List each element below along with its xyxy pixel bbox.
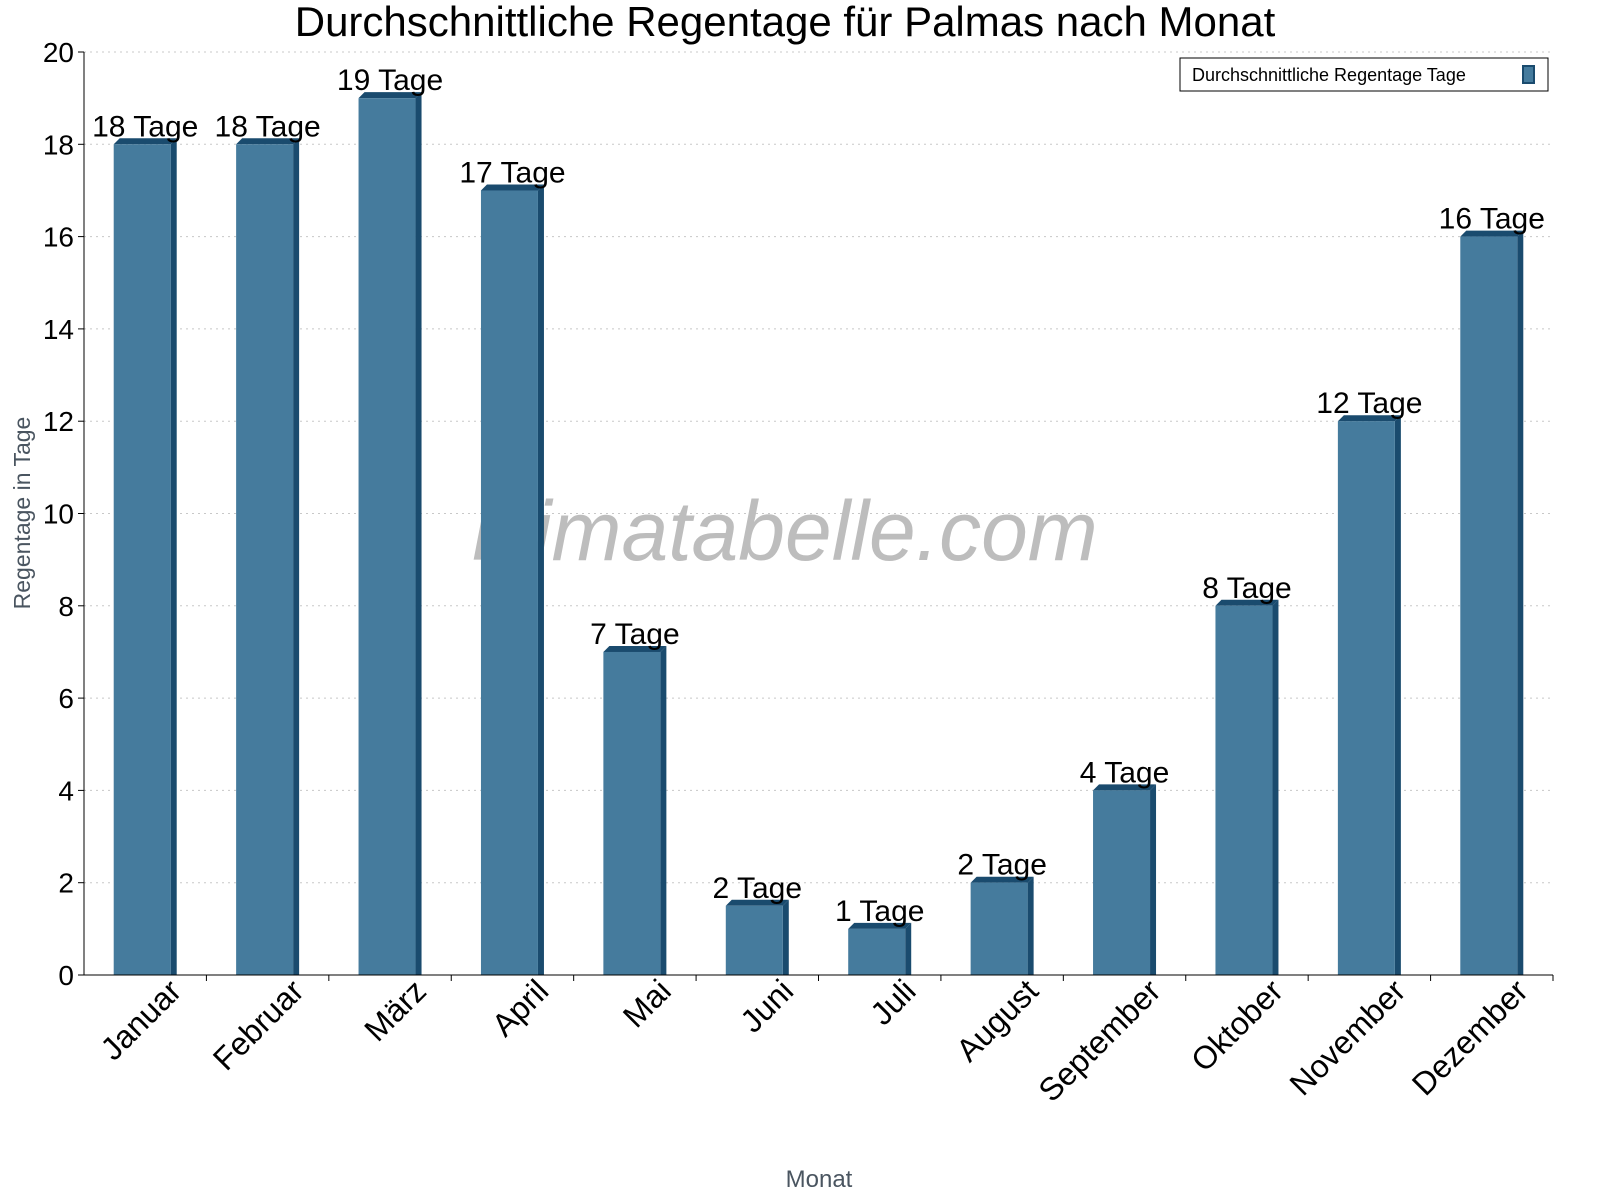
bar-top: [1460, 230, 1524, 237]
bar-side: [170, 138, 177, 976]
x-tick-label: September: [1031, 972, 1167, 1108]
bars: 18 Tage 18 Tage 19 Tage 17 Tage 7 Tage 2 Tage…: [92, 64, 1545, 976]
bar-top: [480, 184, 544, 191]
y-axis-label: Regentage in Tage: [9, 417, 35, 610]
chart-title: Durchschnittliche Regentage für Palmas n…: [295, 0, 1276, 45]
bar-side: [537, 184, 544, 975]
grid-lines: [84, 51, 1553, 884]
bar-top: [1215, 599, 1279, 606]
x-tick-label: Januar: [94, 972, 189, 1067]
data-label: 18 Tage: [215, 110, 321, 143]
x-tick-label: Oktober: [1184, 972, 1290, 1078]
bar-side: [293, 138, 300, 976]
bar-side: [1517, 230, 1524, 976]
legend-swatch: [1522, 65, 1535, 84]
bar: [113, 144, 171, 976]
bar-top: [236, 138, 300, 145]
bar-top: [970, 876, 1034, 883]
bar: [603, 651, 661, 975]
y-tick-label: 20: [43, 37, 74, 68]
bar: [1093, 790, 1151, 975]
bar-side: [782, 899, 789, 975]
legend-box: [1179, 57, 1549, 92]
bar: [970, 882, 1028, 975]
data-label: 19 Tage: [337, 64, 443, 97]
bar-top: [603, 645, 667, 652]
data-label: 2 Tage: [713, 872, 803, 905]
x-tick-label: Februar: [206, 972, 311, 1077]
data-label: 4 Tage: [1080, 756, 1170, 789]
x-tick-label: August: [949, 972, 1045, 1068]
data-label: 2 Tage: [957, 849, 1047, 882]
bar-top: [1093, 784, 1157, 791]
bar: [358, 98, 416, 975]
bar-top: [848, 922, 912, 929]
bar: [1337, 421, 1395, 975]
y-tick-label: 2: [58, 868, 74, 899]
y-tick-label: 18: [43, 129, 74, 160]
data-label: 8 Tage: [1202, 572, 1292, 605]
bar-top: [725, 899, 789, 906]
bar-side: [1150, 784, 1157, 975]
bar: [480, 190, 538, 975]
x-axis-label: Monat: [786, 1166, 853, 1193]
data-label: 16 Tage: [1439, 203, 1545, 236]
bar-side: [415, 92, 422, 975]
x-tick-label: Dezember: [1405, 972, 1535, 1102]
data-label: 12 Tage: [1316, 387, 1422, 420]
bar-side: [1394, 415, 1401, 975]
watermark: klimatabelle.com: [472, 484, 1098, 578]
data-label: 7 Tage: [590, 618, 680, 651]
y-tick-label: 12: [43, 406, 74, 437]
bar-side: [1027, 876, 1034, 975]
legend: Durchschnittliche Regentage Tage: [1179, 57, 1549, 92]
data-label: 1 Tage: [835, 895, 925, 928]
bar-side: [905, 922, 912, 975]
bar: [725, 905, 783, 975]
bar-top: [358, 92, 422, 99]
x-tick-label: Mai: [616, 972, 678, 1034]
bar: [1215, 605, 1273, 975]
y-tick-label: 10: [43, 499, 74, 530]
y-tick-label: 0: [58, 960, 74, 991]
bar-top: [1337, 415, 1401, 422]
y-tick-label: 6: [58, 683, 74, 714]
data-label: 17 Tage: [459, 156, 565, 189]
x-tick-label: November: [1282, 972, 1412, 1102]
bar-top: [113, 138, 177, 145]
y-tick-label: 14: [43, 314, 74, 345]
x-tick-label: Juni: [733, 972, 800, 1039]
bar-side: [1272, 599, 1279, 975]
bar: [236, 144, 294, 976]
y-tick-label: 4: [58, 775, 74, 806]
bar: [1460, 236, 1518, 976]
y-tick-label: 16: [43, 222, 74, 253]
legend-label: Durchschnittliche Regentage Tage: [1192, 65, 1466, 85]
data-label: 18 Tage: [92, 110, 198, 143]
x-tick-label: April: [485, 972, 556, 1043]
x-tick-label: März: [357, 972, 433, 1048]
y-tick-label: 8: [58, 591, 74, 622]
bar: [848, 928, 906, 975]
bar-side: [660, 645, 667, 975]
x-tick-label: Juli: [863, 972, 922, 1031]
